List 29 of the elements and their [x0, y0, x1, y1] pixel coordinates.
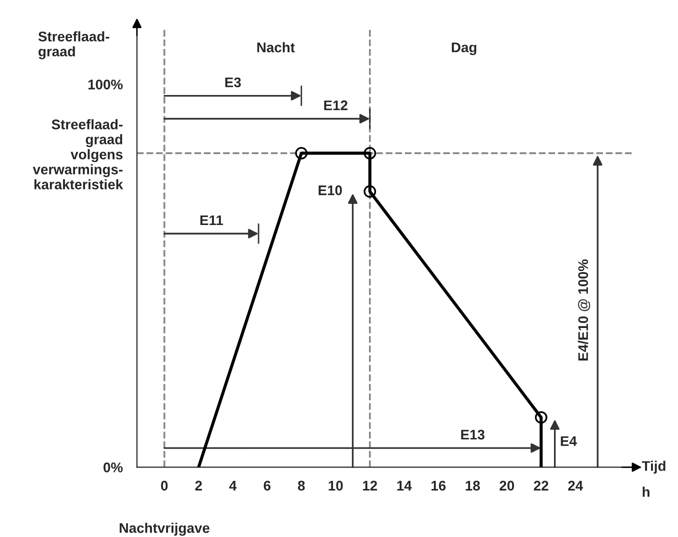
x-tick-label: 22: [534, 480, 548, 490]
annotation: E3: [225, 77, 241, 88]
annotation: E4/E10 @ 100%: [578, 259, 590, 360]
text: Nachtvrijgave: [120, 522, 210, 536]
annotation: E13: [461, 430, 484, 440]
x-tick-label: 24: [568, 480, 584, 490]
x-tick-label: 8: [298, 480, 305, 491]
y-tick-label: 0%: [104, 462, 123, 472]
annotation: Dag: [452, 42, 476, 56]
x-tick-label: 16: [432, 480, 446, 491]
x-tick-label: 12: [363, 480, 378, 490]
annotation: E10: [318, 185, 342, 196]
x-tick-label: 4: [229, 480, 237, 490]
x-tick-label: 20: [500, 480, 514, 491]
text: h: [642, 486, 650, 497]
y-axis-title: Streeflaad- graad: [38, 31, 110, 60]
annotation: E12: [324, 100, 348, 110]
x-tick-label: 2: [195, 480, 202, 490]
annotation: Nacht: [257, 42, 295, 52]
y-tick-label: Streeflaad- graad volgens verwarmings- karakteristiek: [32, 119, 124, 190]
x-tick-label: 14: [397, 480, 412, 490]
y-tick-label: 100%: [88, 80, 123, 90]
x-tick-label: 10: [328, 480, 343, 491]
x-axis-title: Tijd: [642, 460, 666, 474]
annotation: E11: [200, 215, 224, 225]
x-tick-label: 0: [161, 480, 168, 491]
x-tick-label: 6: [264, 480, 270, 491]
x-tick-label: 18: [466, 480, 480, 491]
annotation: E4: [560, 436, 577, 446]
